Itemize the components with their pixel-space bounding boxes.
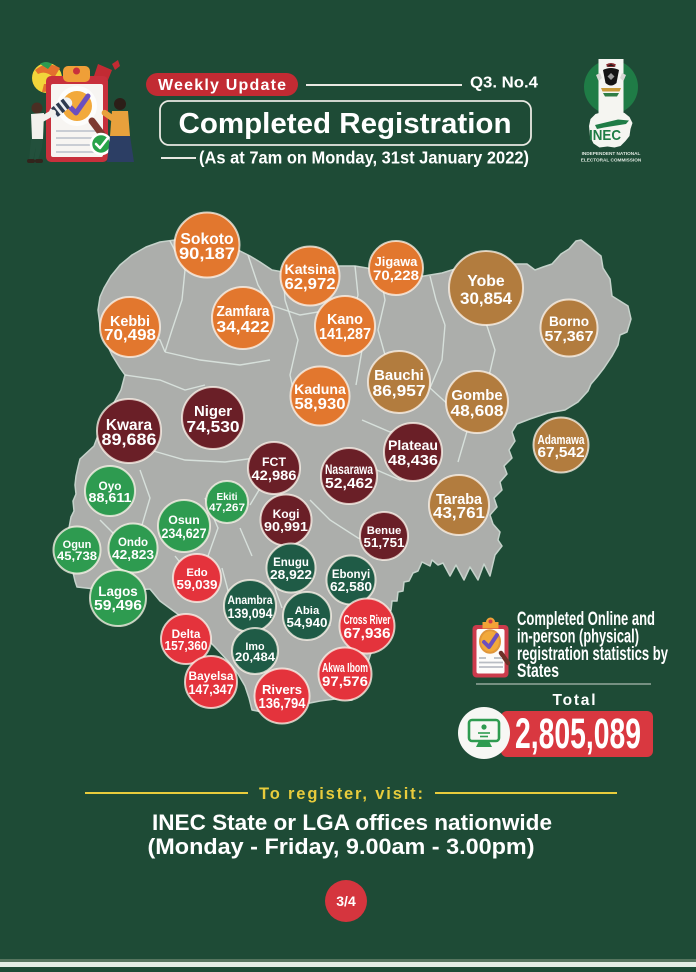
svg-text:48,436: 48,436 bbox=[388, 452, 438, 469]
svg-text:Completed Online and: Completed Online and bbox=[517, 609, 655, 630]
svg-text:Kaduna: Kaduna bbox=[294, 381, 346, 397]
svg-text:Ondo: Ondo bbox=[118, 537, 148, 549]
svg-text:Edo: Edo bbox=[186, 567, 207, 579]
svg-text:70,228: 70,228 bbox=[373, 267, 419, 283]
svg-text:Ebonyi: Ebonyi bbox=[332, 569, 370, 581]
svg-text:Ekiti: Ekiti bbox=[216, 492, 237, 503]
svg-text:To register, visit:: To register, visit: bbox=[259, 785, 423, 803]
svg-text:Bauchi: Bauchi bbox=[374, 368, 424, 384]
svg-text:Yobe: Yobe bbox=[467, 273, 505, 290]
svg-text:Enugu: Enugu bbox=[273, 557, 309, 569]
svg-text:Katsina: Katsina bbox=[285, 261, 336, 277]
svg-text:52,462: 52,462 bbox=[325, 476, 373, 492]
svg-text:Delta: Delta bbox=[172, 627, 201, 641]
svg-text:Gombe: Gombe bbox=[451, 388, 502, 404]
svg-text:141,287: 141,287 bbox=[319, 326, 371, 343]
svg-text:FCT: FCT bbox=[262, 455, 286, 469]
svg-text:62,580: 62,580 bbox=[330, 580, 372, 594]
svg-text:86,957: 86,957 bbox=[373, 382, 426, 400]
svg-text:Oyo: Oyo bbox=[99, 479, 122, 493]
svg-text:30,854: 30,854 bbox=[460, 289, 513, 308]
svg-text:42,823: 42,823 bbox=[112, 548, 154, 562]
svg-text:Bayelsa: Bayelsa bbox=[189, 669, 234, 683]
svg-text:67,542: 67,542 bbox=[538, 445, 585, 461]
svg-text:Osun: Osun bbox=[168, 513, 199, 527]
svg-text:(Monday - Friday, 9.00am - 3.0: (Monday - Friday, 9.00am - 3.00pm) bbox=[148, 834, 535, 859]
svg-text:Kebbi: Kebbi bbox=[110, 314, 150, 330]
svg-text:States: States bbox=[517, 661, 559, 682]
svg-text:45,738: 45,738 bbox=[57, 549, 97, 563]
svg-text:51,751: 51,751 bbox=[364, 536, 405, 550]
svg-text:62,972: 62,972 bbox=[285, 276, 336, 293]
svg-text:INEC State or LGA offices nati: INEC State or LGA offices nationwide bbox=[152, 810, 552, 835]
svg-text:42,986: 42,986 bbox=[252, 468, 298, 483]
svg-text:Kano: Kano bbox=[327, 312, 363, 328]
svg-text:90,187: 90,187 bbox=[179, 244, 235, 263]
svg-text:43,761: 43,761 bbox=[433, 505, 485, 522]
svg-text:Q3. No.4: Q3. No.4 bbox=[470, 75, 538, 92]
svg-text:89,686: 89,686 bbox=[102, 430, 157, 449]
svg-text:47,267: 47,267 bbox=[209, 502, 245, 514]
svg-text:20,484: 20,484 bbox=[235, 650, 275, 664]
svg-text:Plateau: Plateau bbox=[388, 437, 438, 453]
svg-text:Anambra: Anambra bbox=[228, 593, 273, 607]
svg-text:54,940: 54,940 bbox=[287, 616, 328, 630]
svg-text:Ogun: Ogun bbox=[63, 539, 92, 551]
svg-text:Adamawa: Adamawa bbox=[538, 432, 586, 447]
svg-text:3/4: 3/4 bbox=[336, 893, 356, 909]
svg-text:Borno: Borno bbox=[549, 314, 589, 329]
svg-text:2,805,089: 2,805,089 bbox=[515, 710, 641, 758]
svg-text:Taraba: Taraba bbox=[436, 492, 483, 508]
svg-text:57,367: 57,367 bbox=[545, 329, 594, 345]
svg-text:97,576: 97,576 bbox=[322, 674, 368, 689]
svg-text:48,608: 48,608 bbox=[451, 402, 504, 420]
svg-text:Niger: Niger bbox=[194, 404, 232, 420]
svg-text:67,936: 67,936 bbox=[344, 626, 391, 642]
svg-text:59,039: 59,039 bbox=[177, 578, 218, 592]
svg-text:59,496: 59,496 bbox=[94, 598, 142, 614]
svg-text:ELECTORAL COMMISSION: ELECTORAL COMMISSION bbox=[581, 158, 642, 163]
svg-text:Cross River: Cross River bbox=[344, 612, 391, 627]
svg-text:74,530: 74,530 bbox=[187, 418, 240, 436]
svg-text:90,991: 90,991 bbox=[264, 519, 309, 534]
svg-text:234,627: 234,627 bbox=[162, 526, 207, 541]
svg-text:34,422: 34,422 bbox=[217, 318, 270, 336]
svg-text:Total: Total bbox=[553, 692, 596, 709]
svg-text:Benue: Benue bbox=[367, 525, 402, 537]
svg-text:Rivers: Rivers bbox=[262, 682, 302, 697]
svg-text:Nasarawa: Nasarawa bbox=[325, 462, 373, 477]
svg-text:Abia: Abia bbox=[295, 605, 320, 617]
svg-text:INEC: INEC bbox=[589, 127, 621, 144]
svg-text:Kwara: Kwara bbox=[106, 417, 153, 434]
svg-text:139,094: 139,094 bbox=[228, 606, 273, 621]
svg-text:INDEPENDENT NATIONAL: INDEPENDENT NATIONAL bbox=[582, 151, 641, 156]
svg-text:147,347: 147,347 bbox=[189, 682, 234, 697]
svg-text:Akwa Ibom: Akwa Ibom bbox=[322, 661, 368, 675]
svg-text:58,930: 58,930 bbox=[295, 396, 346, 413]
svg-text:Lagos: Lagos bbox=[98, 584, 137, 599]
svg-text:Zamfara: Zamfara bbox=[217, 304, 271, 320]
svg-text:Kogi: Kogi bbox=[273, 507, 300, 521]
svg-text:88,611: 88,611 bbox=[89, 490, 132, 505]
svg-text:70,498: 70,498 bbox=[104, 327, 156, 344]
svg-text:157,360: 157,360 bbox=[165, 638, 208, 653]
svg-text:(As at 7am on Monday, 31st Jan: (As at 7am on Monday, 31st January 2022) bbox=[199, 148, 529, 168]
svg-text:Jigawa: Jigawa bbox=[375, 254, 419, 269]
svg-text:Sokoto: Sokoto bbox=[180, 231, 233, 248]
svg-text:28,922: 28,922 bbox=[270, 568, 312, 582]
svg-text:Completed Registration: Completed Registration bbox=[179, 108, 512, 140]
svg-text:136,794: 136,794 bbox=[259, 696, 306, 712]
svg-text:in-person (physical): in-person (physical) bbox=[517, 627, 639, 648]
svg-text:Imo: Imo bbox=[245, 641, 265, 653]
svg-text:Weekly Update: Weekly Update bbox=[158, 77, 286, 94]
svg-text:registration statistics by: registration statistics by bbox=[517, 644, 668, 665]
